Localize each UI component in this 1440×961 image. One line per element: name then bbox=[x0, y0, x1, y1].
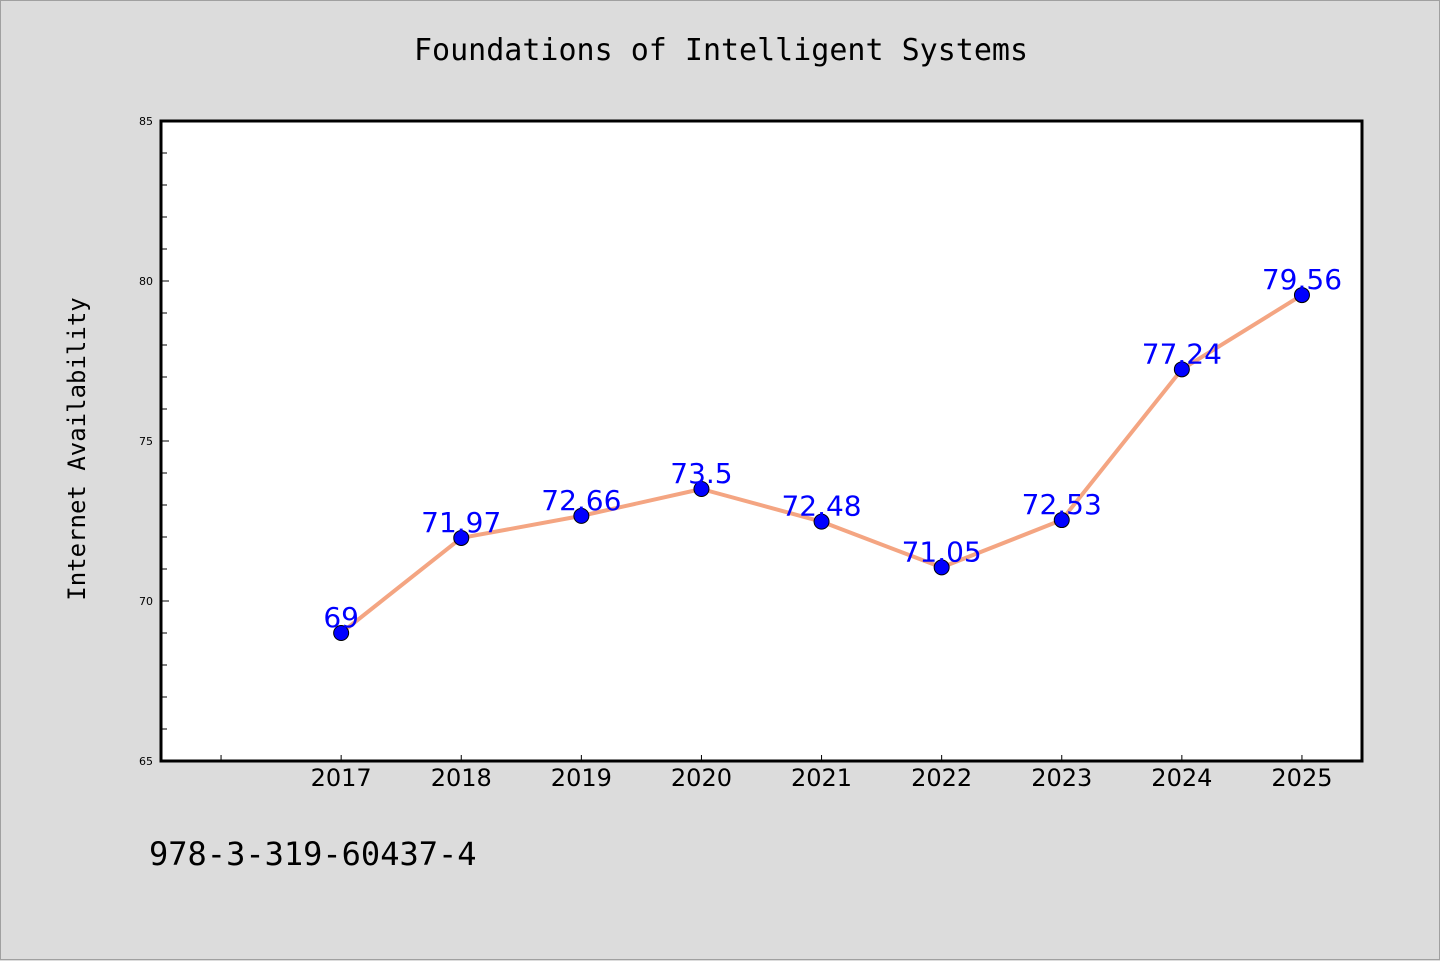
x-tick-label: 2021 bbox=[791, 764, 852, 792]
data-point bbox=[1173, 361, 1190, 378]
isbn-text: 978-3-319-60437-4 bbox=[149, 835, 477, 873]
chart-title: Foundations of Intelligent Systems bbox=[413, 33, 1029, 68]
y-tick-label: 85 bbox=[139, 115, 153, 128]
data-label: 69 bbox=[323, 601, 359, 634]
plot-frame bbox=[159, 119, 1364, 763]
x-tick-label: 2022 bbox=[911, 764, 972, 792]
data-label: 72.53 bbox=[1022, 488, 1102, 521]
y-tick-label: 80 bbox=[139, 275, 153, 288]
data-label: 77.24 bbox=[1142, 337, 1222, 370]
data-point bbox=[813, 513, 830, 530]
x-tick-label: 2024 bbox=[1151, 764, 1212, 792]
data-label: 72.48 bbox=[781, 490, 861, 523]
data-point bbox=[573, 507, 590, 524]
x-tick-label: 2023 bbox=[1031, 764, 1092, 792]
data-label: 71.97 bbox=[421, 506, 501, 539]
data-point bbox=[693, 481, 710, 497]
y-tick-label: 75 bbox=[139, 435, 153, 448]
x-tick-label: 2025 bbox=[1271, 764, 1332, 792]
y-tick-label: 65 bbox=[139, 755, 153, 768]
x-tick-label: 2018 bbox=[431, 764, 492, 792]
data-label: 73.5 bbox=[670, 457, 732, 490]
y-tick-label: 70 bbox=[139, 595, 153, 608]
data-label: 72.66 bbox=[541, 484, 621, 517]
data-point bbox=[453, 529, 470, 546]
data-point bbox=[1053, 512, 1070, 529]
data-point bbox=[1293, 287, 1310, 304]
data-point bbox=[333, 625, 350, 641]
x-tick-label: 2020 bbox=[671, 764, 732, 792]
data-label: 79.56 bbox=[1262, 263, 1342, 296]
data-point bbox=[933, 559, 950, 576]
x-tick-label: 2017 bbox=[311, 764, 372, 792]
data-label: 71.05 bbox=[902, 535, 982, 568]
x-tick-label: 2019 bbox=[551, 764, 612, 792]
